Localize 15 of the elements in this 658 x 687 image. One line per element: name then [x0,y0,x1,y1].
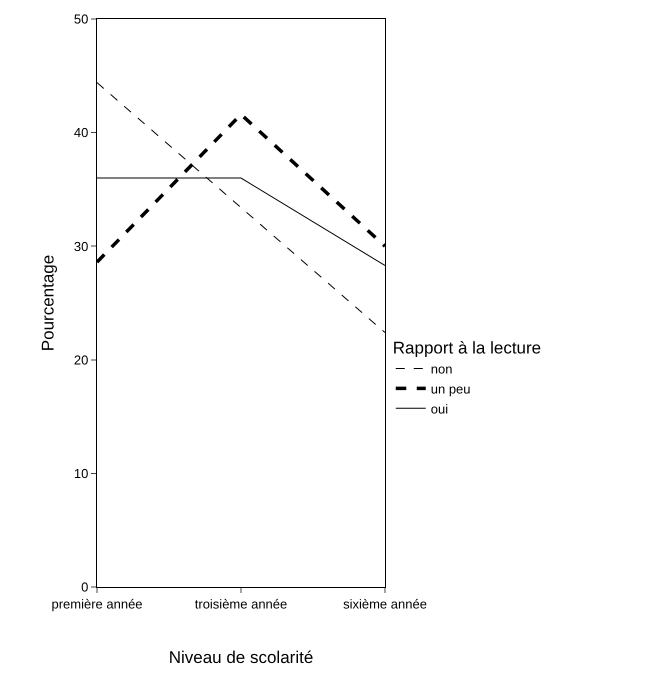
y-tick-label: 50 [74,12,88,27]
legend-label: non [430,362,452,377]
y-axis-title: Pourcentage [38,254,58,352]
y-tick-label: 40 [74,125,88,140]
y-tick-label: 20 [74,352,88,368]
legend-title: Rapport à la lecture [392,338,542,358]
x-tick-label: sixième année [343,596,427,612]
x-axis-title: Niveau de scolarité [168,648,314,667]
x-tick-label: troisième année [194,596,288,612]
y-tick-label: 30 [74,238,88,254]
x-tick-label: première année [51,596,143,612]
legend-label: un peu [430,381,471,396]
legend-label: oui [430,401,448,416]
y-tick-label: 0 [81,580,88,595]
y-tick-label: 10 [74,466,88,481]
